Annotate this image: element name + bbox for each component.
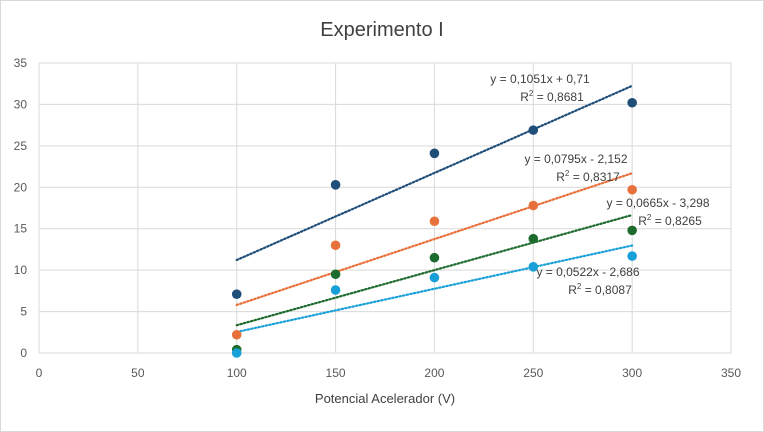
chart-title: Experimento I <box>320 19 443 41</box>
trendline-equation: y = 0,0665x - 3,298 <box>606 196 709 210</box>
x-tick-label: 50 <box>131 366 145 380</box>
data-point <box>627 184 637 195</box>
y-tick-label: 25 <box>14 139 28 153</box>
data-point <box>528 200 539 211</box>
trendline <box>235 84 634 262</box>
data-point <box>429 216 440 227</box>
y-tick-label: 35 <box>14 56 28 70</box>
data-point <box>231 289 242 299</box>
y-tick-label: 20 <box>14 180 28 194</box>
gridlines <box>38 62 732 354</box>
data-point <box>627 251 637 261</box>
r-squared-label: R2 = 0,8317 <box>556 169 620 184</box>
y-tick-label: 15 <box>14 222 28 236</box>
data-point <box>528 125 539 135</box>
data-point <box>330 180 341 190</box>
y-tick-label: 30 <box>14 97 28 111</box>
x-tick-label: 150 <box>326 366 346 380</box>
trendlines <box>235 84 634 334</box>
data-point <box>231 329 242 340</box>
data-point <box>231 348 242 358</box>
data-point <box>627 97 637 108</box>
data-point <box>528 233 539 244</box>
x-tick-label: 0 <box>36 366 43 380</box>
x-axis-title: Potencial Acelerador (V) <box>315 391 455 406</box>
trendline-equations: y = 0,1051x + 0,71 R2 = 0,8681 y = 0,0795x… <box>490 72 710 297</box>
x-tick-label: 200 <box>424 366 444 380</box>
r-squared-label: R2 = 0,8087 <box>568 282 632 297</box>
trendline <box>235 244 634 334</box>
x-axis: 0 50 100 150 200 250 300 350 <box>36 366 742 380</box>
r-squared-label: R2 = 0,8265 <box>638 213 702 228</box>
trendline-equation: y = 0,1051x + 0,71 <box>490 72 590 86</box>
x-tick-label: 250 <box>523 366 543 380</box>
data-points <box>231 97 637 358</box>
y-tick-label: 5 <box>20 305 27 319</box>
x-tick-label: 350 <box>721 366 741 380</box>
trendline <box>235 172 634 307</box>
data-point <box>429 148 440 159</box>
data-point <box>330 240 341 251</box>
r-squared-label: R2 = 0,8681 <box>520 89 584 104</box>
data-point <box>627 225 637 236</box>
y-tick-label: 0 <box>20 346 27 360</box>
data-point <box>330 285 341 295</box>
x-tick-label: 100 <box>227 366 247 380</box>
data-point <box>528 262 539 272</box>
x-tick-label: 300 <box>622 366 642 380</box>
data-point <box>330 269 341 280</box>
y-axis: 0 5 10 15 20 25 30 35 <box>14 56 28 360</box>
trendline-equation: y = 0,0522x - 2,686 <box>536 265 639 279</box>
trendline <box>235 213 634 327</box>
trendline-equation: y = 0,0795x - 2,152 <box>524 152 627 166</box>
y-tick-label: 10 <box>14 263 28 277</box>
data-point <box>429 252 440 263</box>
data-point <box>429 272 440 283</box>
